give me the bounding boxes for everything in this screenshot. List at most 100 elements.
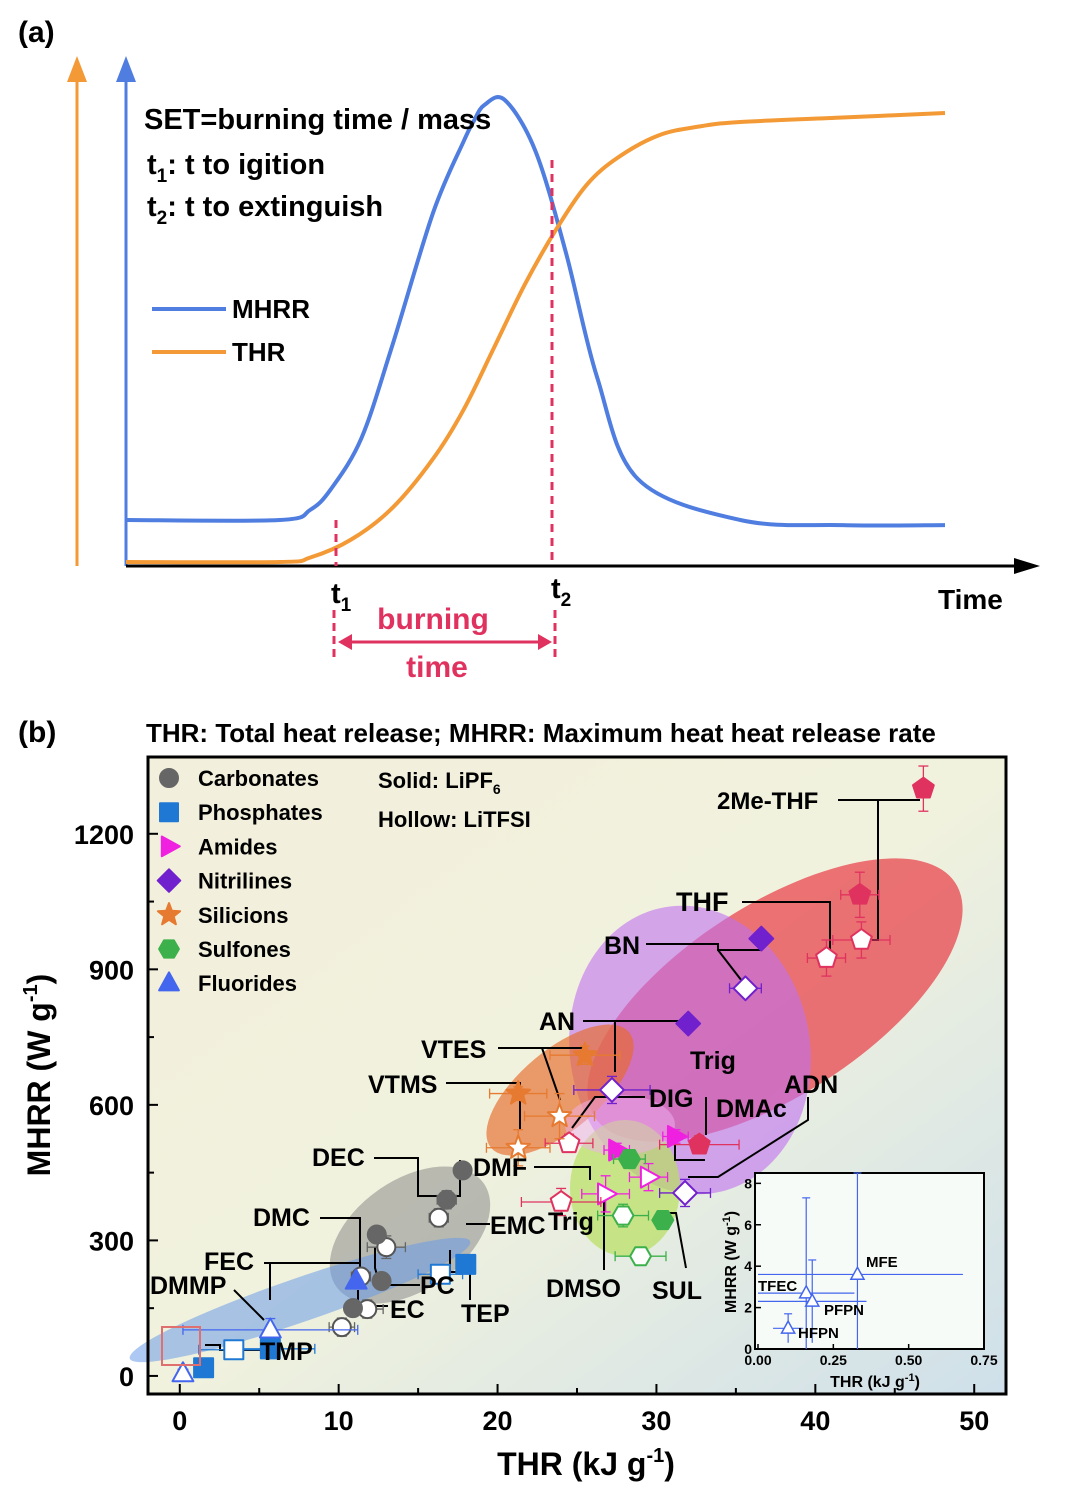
label-thf: THF xyxy=(676,887,728,917)
inset-y-tick-label: 2 xyxy=(744,1300,752,1316)
y-tick-label: 600 xyxy=(89,1091,134,1121)
point-dmc-solid xyxy=(366,1224,387,1245)
label-an: AN xyxy=(539,1008,575,1036)
label-trig: Trig xyxy=(690,1047,736,1075)
inset-y-tick-label: 8 xyxy=(744,1175,752,1191)
leader-dmf xyxy=(534,1166,591,1180)
leader-adn xyxy=(688,1097,809,1178)
point-vtes-hollow xyxy=(546,1102,573,1128)
legend-fluorides-marker xyxy=(158,971,180,992)
point-emc-solid xyxy=(436,1189,457,1210)
set-definition: SET=burning time / mass xyxy=(144,104,491,136)
hollow-note: Hollow: LiTFSI xyxy=(378,807,531,832)
point-dec-solid xyxy=(452,1160,473,1181)
legend-fluorides-label: Fluorides xyxy=(198,971,297,996)
inset-label-tfec: TFEC xyxy=(758,1278,797,1295)
point-sul-solid xyxy=(651,1210,675,1231)
legend-nitrilines-marker xyxy=(156,868,182,893)
point-fec-solid xyxy=(344,1268,368,1290)
point-ec-solid xyxy=(342,1298,363,1319)
t2-tick-label: t2 xyxy=(551,573,571,611)
data-points xyxy=(171,765,935,1383)
phosphate-cluster xyxy=(129,1237,471,1363)
point-ec-hollow xyxy=(331,1317,352,1338)
point-an-hollow xyxy=(599,1077,625,1103)
point-dmmp-hollow xyxy=(223,1339,245,1361)
label-bn: BN xyxy=(604,932,640,960)
point-2me-thf-hollow xyxy=(850,928,873,950)
label-tmp: TMP xyxy=(260,1338,313,1366)
leader-dec xyxy=(374,1157,461,1197)
point-dec-hollow xyxy=(428,1207,449,1228)
legend-amides-marker xyxy=(160,835,181,858)
point-pc-solid xyxy=(371,1271,392,1292)
point-dmac-hollow xyxy=(639,1165,661,1189)
legend-thr-label: THR xyxy=(232,337,286,367)
panel-b-label: (b) xyxy=(18,716,56,749)
label-dmf: DMF xyxy=(473,1154,527,1182)
inset-frame xyxy=(754,1172,985,1350)
leader-dmmp xyxy=(233,1289,265,1321)
label-tep: TEP xyxy=(461,1300,510,1328)
label-emc: EMC xyxy=(490,1212,546,1240)
solid-note: Solid: LiPF6 xyxy=(378,768,501,797)
point-labels: 2Me-THF THF BN AN VTES VTMS Trig DIG ADN… xyxy=(150,788,838,1366)
point-tep-hollow xyxy=(429,1263,451,1285)
inset-chart: 0.00 0.25 0.50 0.75 0 2 4 6 8 MFE TFEC PFPN HFPN THR… xyxy=(721,1172,998,1391)
mhrr-curve xyxy=(125,95,946,528)
label-dmc: DMC xyxy=(253,1204,310,1232)
legend-sulfones-marker xyxy=(158,939,180,959)
point-thf-hollow xyxy=(815,946,838,968)
t1-definition: t1: t to igition xyxy=(147,149,325,187)
t2-definition: t2: t to extinguish xyxy=(147,191,383,229)
point-vtes-solid xyxy=(572,1041,598,1067)
inset-x-tick-label: 0.75 xyxy=(970,1352,997,1368)
inset-y-tick-label: 4 xyxy=(744,1258,752,1274)
label-vtes: VTES xyxy=(421,1036,486,1064)
x-tick-label: 20 xyxy=(483,1406,513,1436)
label-2methf: 2Me-THF xyxy=(717,788,818,815)
label-ec: EC xyxy=(390,1296,425,1324)
leader-vtms xyxy=(446,1082,521,1130)
point-tmp-solid xyxy=(193,1357,215,1379)
x-tick-label: 40 xyxy=(800,1406,830,1436)
thr-y-axis-arrow xyxy=(67,56,87,82)
point-trig-solid xyxy=(688,1132,711,1155)
x-tick-label: 0 xyxy=(172,1406,187,1436)
legend-amides-label: Amides xyxy=(198,834,277,859)
point-dmmp-solid xyxy=(259,1338,281,1360)
point-sul-hollow xyxy=(629,1246,652,1267)
zoom-region-box xyxy=(161,1326,201,1366)
point-an-solid xyxy=(675,1010,702,1037)
label-dig: DIG xyxy=(649,1085,693,1113)
legend-mhrr-label: MHRR xyxy=(232,294,310,324)
legend: Carbonates Phosphates Amides Nitrilines Sili… xyxy=(156,766,323,996)
chart-title: THR: Total heat release; MHRR: Maximum h… xyxy=(146,718,936,748)
legend-silicions-marker xyxy=(156,902,182,926)
point-vtms-hollow xyxy=(505,1134,531,1159)
legend-carbonates-label: Carbonates xyxy=(198,766,319,791)
label-sul: SUL xyxy=(652,1277,702,1305)
y-axis-title: MHRR (W g-1) xyxy=(20,974,57,1177)
x-tick-label: 10 xyxy=(324,1406,354,1436)
y-tick-label: 300 xyxy=(89,1226,134,1256)
inset-point-mfe xyxy=(849,1265,866,1281)
point-bn-hollow xyxy=(732,975,759,1002)
thr-curve xyxy=(125,111,946,565)
label-adn: ADN xyxy=(784,1071,838,1099)
point-dmso-solid xyxy=(618,1149,641,1170)
inset-x-tick-label: 0.25 xyxy=(820,1352,847,1368)
inset-label-pfpn: PFPN xyxy=(824,1302,864,1319)
legend-sulfones-label: Sulfones xyxy=(198,937,291,962)
t1-tick-label: t1 xyxy=(331,578,352,616)
y-tick-label: 0 xyxy=(119,1362,134,1392)
burning-time-arrowhead-right xyxy=(538,634,552,650)
point-bn-solid xyxy=(748,925,775,952)
point-fluorides-inset-hollow xyxy=(171,1361,195,1383)
legend-carbonates-marker xyxy=(159,768,179,788)
leader-thf xyxy=(742,901,831,955)
legend-phosphates-marker xyxy=(159,802,179,823)
burning-label: burning xyxy=(377,603,489,636)
inset-label-mfe: MFE xyxy=(866,1254,898,1271)
